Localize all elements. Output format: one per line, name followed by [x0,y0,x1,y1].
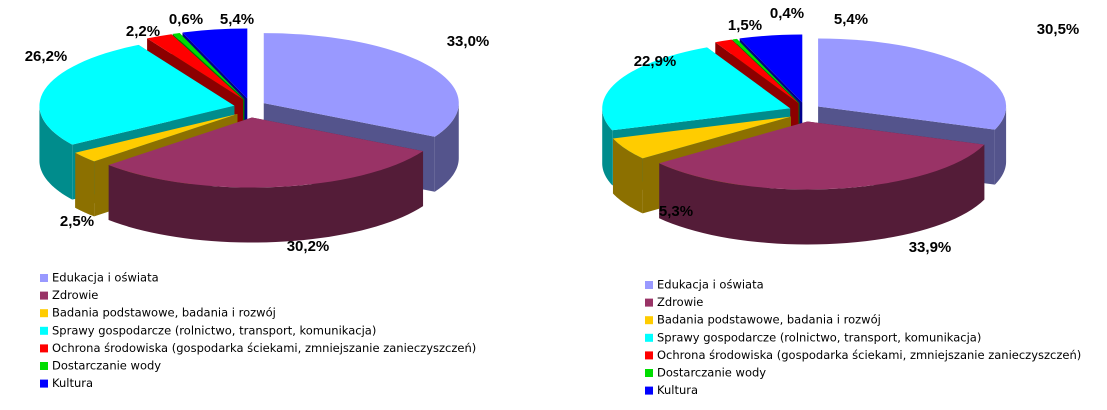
legend-swatch [645,281,653,289]
data-label: 2,5% [60,213,94,230]
slice [715,39,799,104]
legend-label: Kultura [52,376,93,390]
legend-swatch [40,326,48,335]
legend-swatch [645,351,653,360]
legend-label: Ochrona środowiska (gospodarka ściekami,… [52,341,476,355]
slice-side [434,103,459,192]
legend-swatch [40,344,48,353]
legend-label: Zdrowie [657,295,703,309]
legend-label: Dostarczanie wody [52,359,161,373]
legend-swatch [645,369,653,377]
legend-label: Sprawy gospodarcze (rolnictwo, transport… [657,330,981,344]
legend-label: Edukacja i oświata [657,278,764,292]
data-label: 5,3% [659,203,693,220]
slice-side [75,152,95,217]
data-label: 2,2% [126,23,160,40]
legend-label: Ochrona środowiska (gospodarka ściekami,… [657,348,1081,362]
legend-label: Kultura [657,383,698,397]
data-label: 5,4% [220,11,254,28]
legend-label: Sprawy gospodarcze (rolnictwo, transport… [52,323,376,337]
slice [39,44,235,145]
slice [75,113,238,162]
legend-swatch [40,362,48,370]
slice [818,38,1007,130]
legend-label: Badania podstawowe, badania i rozwój [657,313,881,327]
slice [602,47,791,131]
legend-label: Edukacja i oświata [52,271,159,285]
data-label: 5,4% [834,11,868,28]
slice [147,34,244,100]
slice-side [602,108,613,186]
slice-side [612,138,643,214]
data-label: 1,5% [728,17,762,34]
legend-swatch [645,298,653,307]
legend-swatch [40,274,48,282]
data-label: 30,2% [287,238,330,255]
slice-side [39,105,73,200]
legend-label: Dostarczanie wody [657,366,766,380]
legend-swatch [40,309,48,318]
slice [108,117,424,188]
legend-swatch [40,379,48,388]
legend-swatch [645,316,653,325]
slice-side [994,106,1007,185]
slice [739,34,803,103]
slice [659,121,985,190]
data-label: 33,0% [447,33,490,50]
legend-swatch [645,386,653,395]
slice [182,28,248,99]
data-label: 30,5% [1037,21,1080,38]
legend-swatch [645,333,653,342]
legend-label: Zdrowie [52,288,98,302]
data-label: 33,9% [909,239,952,256]
legend-label: Badania podstawowe, badania i rozwój [52,306,276,320]
slice [263,33,459,137]
legend-swatch [40,291,48,300]
data-label: 26,2% [25,48,68,65]
data-label: 0,6% [169,11,203,28]
data-label: 0,4% [770,5,804,22]
slice [612,116,791,159]
slice [172,32,245,100]
slice-side [659,144,985,245]
slice [732,38,800,103]
slice-side [108,151,424,243]
data-label: 22,9% [634,53,677,70]
